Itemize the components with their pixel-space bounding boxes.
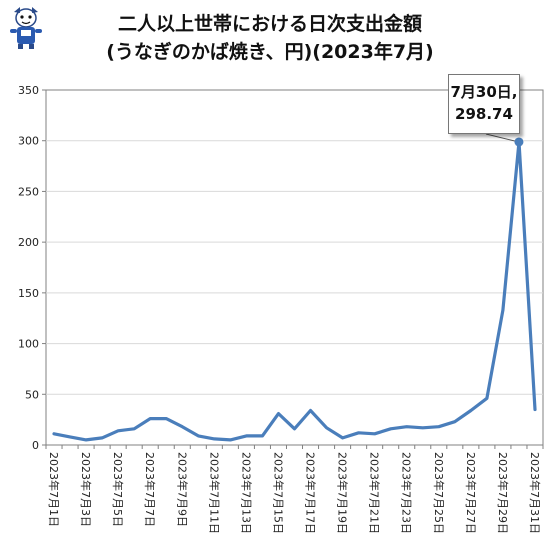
x-tick-label: 2023年7月3日 <box>79 452 93 527</box>
x-tick-label: 2023年7月15日 <box>271 452 285 534</box>
x-tick-label: 2023年7月13日 <box>239 452 253 534</box>
chart-title-line2: (うなぎのかば焼き、円)(2023年7月) <box>106 41 434 63</box>
highlight-point <box>514 137 524 147</box>
mascot-icon <box>10 7 42 49</box>
x-tick-label: 2023年7月11日 <box>207 452 221 534</box>
chart-title-line1: 二人以上世帯における日次支出金額 <box>117 13 422 35</box>
x-tick-label: 2023年7月7日 <box>143 452 157 527</box>
x-tick-label: 2023年7月25日 <box>432 452 446 534</box>
peak-callout-date: 7月30日, <box>450 83 518 101</box>
x-tick-label: 2023年7月5日 <box>111 452 125 527</box>
x-tick-label: 2023年7月27日 <box>464 452 478 534</box>
x-tick-label: 2023年7月29日 <box>496 452 510 534</box>
chart-title: 二人以上世帯における日次支出金額 (うなぎのかば焼き、円)(2023年7月) <box>60 10 480 66</box>
y-tick-label: 150 <box>18 287 39 300</box>
y-tick-label: 50 <box>25 388 39 401</box>
peak-callout-value: 298.74 <box>455 105 513 123</box>
y-tick-label: 250 <box>18 185 39 198</box>
y-tick-label: 200 <box>18 236 39 249</box>
y-tick-label: 0 <box>32 439 39 452</box>
plot-area-frame <box>45 89 544 446</box>
y-tick-label: 350 <box>18 84 39 97</box>
x-tick-label: 2023年7月1日 <box>47 452 61 527</box>
x-tick-label: 2023年7月31日 <box>528 452 542 534</box>
x-tick-label: 2023年7月19日 <box>336 452 350 534</box>
x-tick-label: 2023年7月21日 <box>368 452 382 534</box>
x-tick-label: 2023年7月23日 <box>400 452 414 534</box>
y-tick-label: 100 <box>18 338 39 351</box>
peak-callout: 7月30日, 298.74 <box>448 74 520 134</box>
x-tick-label: 2023年7月9日 <box>175 452 189 527</box>
callout-leader <box>485 133 520 143</box>
y-tick-label: 300 <box>18 135 39 148</box>
series-line <box>52 140 537 442</box>
x-tick-label: 2023年7月17日 <box>304 452 318 534</box>
